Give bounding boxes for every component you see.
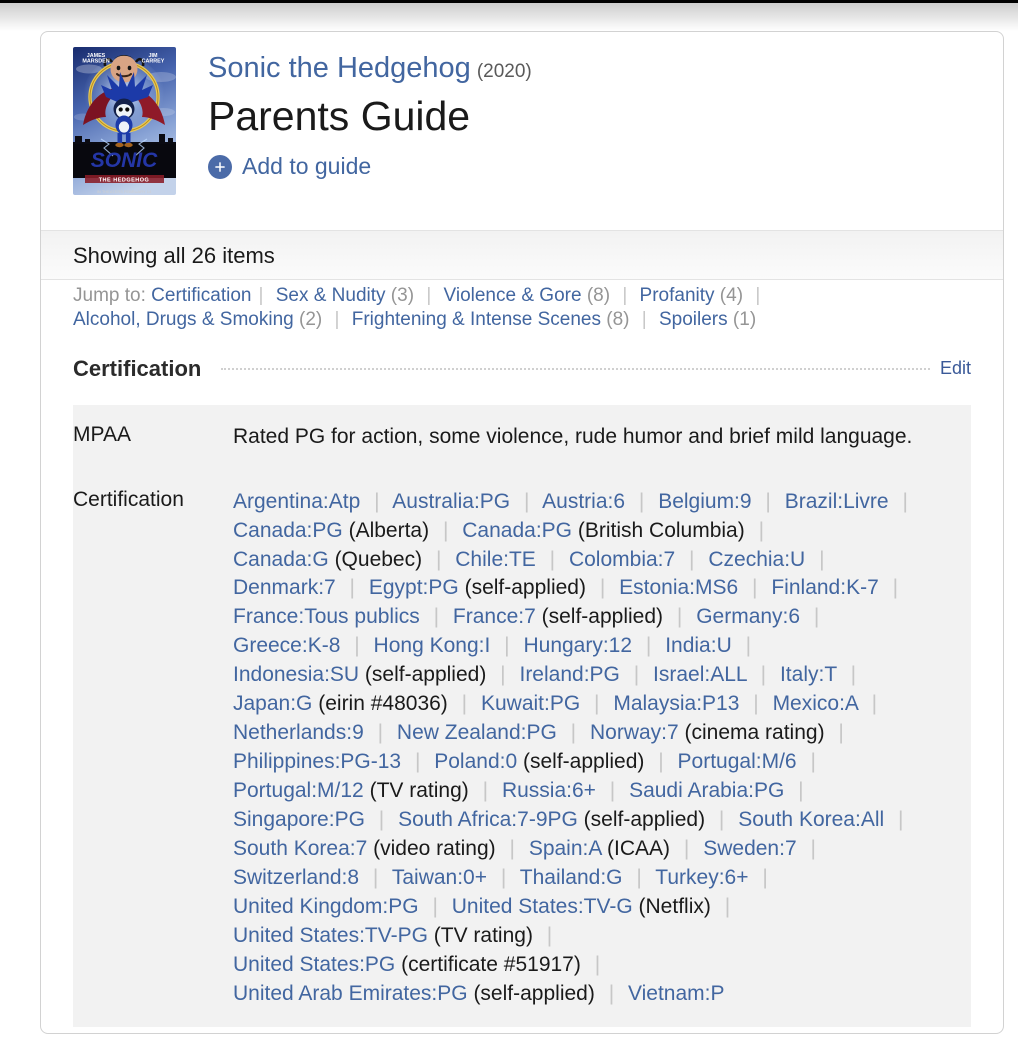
svg-text:MARSDEN: MARSDEN — [82, 59, 109, 65]
svg-text:SONIC: SONIC — [91, 149, 158, 172]
svg-text:CARREY: CARREY — [142, 59, 165, 65]
svg-text:THE HEDGEHOG: THE HEDGEHOG — [99, 178, 150, 184]
svg-text:IN THEATERS FEBRUARY 14: IN THEATERS FEBRUARY 14 — [97, 189, 152, 194]
